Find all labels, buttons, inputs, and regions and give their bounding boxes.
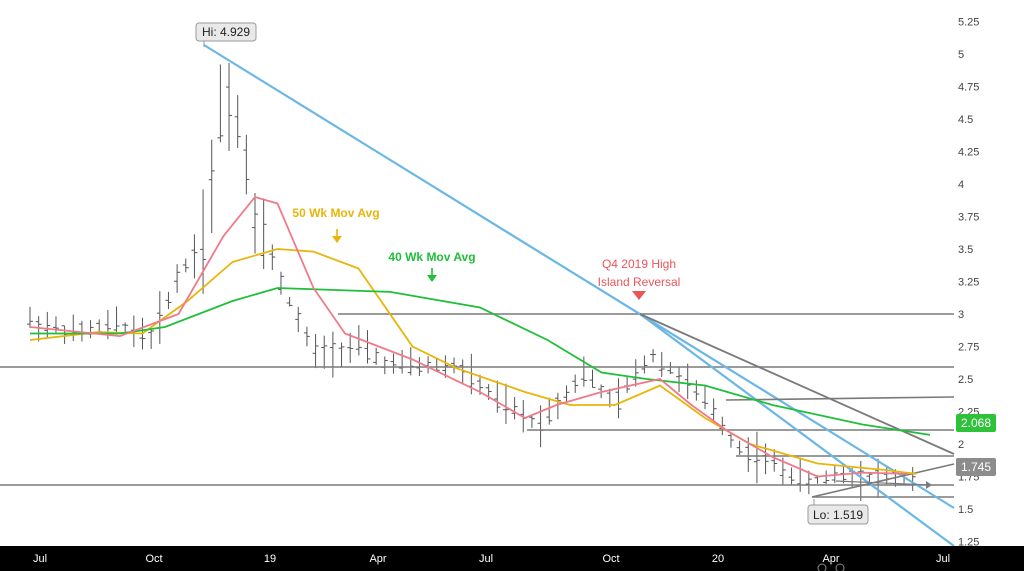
y-tick-label: 3.5 <box>958 244 973 256</box>
ma40-label: 40 Wk Mov Avg <box>388 250 475 264</box>
y-tick-label: 2.5 <box>958 374 973 386</box>
y-tick-label: 3.75 <box>958 212 979 224</box>
high-label-box <box>195 22 257 42</box>
y-tick-label: 2.75 <box>958 342 979 354</box>
x-tick-label: 20 <box>712 553 724 565</box>
x-tick-label: Oct <box>145 553 162 565</box>
y-tick-label: 3.25 <box>958 277 979 289</box>
q4-label-line2: Island Reversal <box>598 275 681 289</box>
x-tick-label: Apr <box>822 553 839 565</box>
x-tick-label: Jul <box>479 553 493 565</box>
trendline-from-q4-high <box>639 313 955 547</box>
projection-arrow-head <box>926 481 932 489</box>
y-tick-label: 4 <box>958 179 964 191</box>
last-price-badge <box>956 458 996 476</box>
last-price-value: 1.745 <box>961 460 991 474</box>
x-axis-bar <box>0 546 1024 571</box>
y-tick-label: 4.25 <box>958 147 979 159</box>
y-tick-label: 5.25 <box>958 17 979 29</box>
annotations: Hi: 4.929 Lo: 1.519 50 Wk Mov Avg 40 Wk Mov… <box>195 22 869 525</box>
horizontal-levels <box>0 313 954 498</box>
high-label: Hi: 4.929 <box>202 25 250 39</box>
ma40-arrow-head <box>427 275 437 282</box>
40-wk-mov-avg-line <box>30 287 931 436</box>
last-ma-value: 2.068 <box>961 416 991 430</box>
y-tick-label: 2 <box>958 439 964 451</box>
y-tick-label: 1.25 <box>958 537 979 549</box>
y-tick-label: 5 <box>958 49 964 61</box>
y-tick-label: 4.5 <box>958 114 973 126</box>
y-tick-label: 3 <box>958 309 964 321</box>
trendline-from-high <box>203 44 955 509</box>
q4-marker-triangle <box>632 291 646 300</box>
q4-label-line1: Q4 2019 High <box>602 257 676 271</box>
x-tick-label: Jul <box>33 553 47 565</box>
moving-averages <box>29 195 931 478</box>
x-axis: Jul Oct 19 Apr Jul Oct 20 Apr Jul <box>0 546 1024 571</box>
x-tick-label: Oct <box>602 553 619 565</box>
x-tick-label: Apr <box>369 553 386 565</box>
low-label: Lo: 1.519 <box>813 508 863 522</box>
resistance-level-2-25 <box>725 396 955 401</box>
y-axis: 5.2554.754.54.2543.753.53.2532.752.52.25… <box>956 17 996 549</box>
ma50-arrow-head <box>332 236 342 243</box>
x-tick-label: 19 <box>264 553 276 565</box>
x-tick-label: Jul <box>936 553 950 565</box>
last-ma-badge <box>956 414 996 432</box>
y-tick-label: 1.5 <box>958 504 973 516</box>
y-tick-label: 4.75 <box>958 82 979 94</box>
scroll-indicator-icon <box>835 563 845 571</box>
projection-arrow-line <box>835 480 931 486</box>
ma50-label: 50 Wk Mov Avg <box>292 206 379 220</box>
low-label-box <box>807 504 869 525</box>
scroll-indicator-icon <box>817 563 827 571</box>
moving-average-line <box>29 195 908 478</box>
support-trendline <box>811 463 955 498</box>
